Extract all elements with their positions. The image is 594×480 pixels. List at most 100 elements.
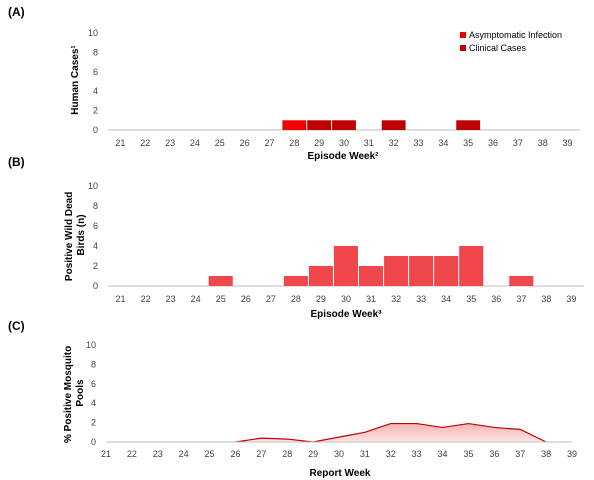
y-tick-label: 4 bbox=[93, 241, 98, 251]
x-tick-label: 28 bbox=[291, 294, 301, 304]
x-tick-label: 36 bbox=[489, 449, 499, 459]
y-tick-label: 8 bbox=[93, 47, 98, 57]
bar-clinical bbox=[381, 120, 406, 130]
panel-b-x-axis-title: Episode Week³ bbox=[311, 309, 383, 320]
panel-a-legend: Asymptomatic Infection Clinical Cases bbox=[460, 30, 562, 53]
bar-dead-birds bbox=[384, 256, 409, 286]
x-tick-label: 33 bbox=[412, 449, 422, 459]
x-tick-label: 24 bbox=[191, 294, 201, 304]
x-tick-label: 36 bbox=[491, 294, 501, 304]
x-tick-label: 33 bbox=[413, 138, 423, 148]
x-tick-label: 28 bbox=[289, 138, 299, 148]
legend-label-asymptomatic: Asymptomatic Infection bbox=[469, 30, 562, 40]
panel-b: (B) Positive Wild Dead Birds (n) 0246810… bbox=[8, 155, 584, 320]
x-tick-label: 23 bbox=[153, 449, 163, 459]
y-tick-label: 10 bbox=[88, 181, 98, 191]
bar-dead-birds bbox=[409, 256, 434, 286]
x-tick-label: 39 bbox=[567, 449, 577, 459]
x-tick-label: 32 bbox=[389, 138, 399, 148]
x-tick-label: 24 bbox=[179, 449, 189, 459]
x-tick-label: 31 bbox=[366, 294, 376, 304]
x-tick-label: 27 bbox=[256, 449, 266, 459]
y-tick-label: 2 bbox=[93, 106, 98, 116]
y-tick-label: 6 bbox=[91, 379, 96, 389]
x-tick-label: 37 bbox=[516, 294, 526, 304]
x-tick-label: 28 bbox=[282, 449, 292, 459]
x-tick-label: 29 bbox=[316, 294, 326, 304]
panel-a-bars bbox=[282, 120, 481, 130]
x-tick-label: 30 bbox=[334, 449, 344, 459]
x-tick-label: 34 bbox=[441, 294, 451, 304]
x-tick-label: 37 bbox=[515, 449, 525, 459]
legend-label-clinical: Clinical Cases bbox=[469, 43, 527, 53]
x-tick-label: 30 bbox=[341, 294, 351, 304]
x-tick-label: 31 bbox=[364, 138, 374, 148]
bar-dead-birds bbox=[308, 266, 333, 286]
bar-clinical bbox=[307, 120, 332, 130]
y-tick-label: 2 bbox=[91, 418, 96, 428]
y-tick-label: 0 bbox=[93, 125, 98, 135]
x-tick-label: 30 bbox=[339, 138, 349, 148]
legend-swatch-asymptomatic bbox=[460, 32, 466, 38]
x-tick-label: 25 bbox=[205, 449, 215, 459]
y-tick-label: 0 bbox=[93, 281, 98, 291]
y-tick-label: 2 bbox=[93, 261, 98, 271]
bar-dead-birds bbox=[459, 246, 484, 286]
x-tick-label: 32 bbox=[386, 449, 396, 459]
panel-b-bars bbox=[208, 246, 534, 286]
panel-b-x-ticks: 21 22 23 24 25 26 27 28 29 30 31 32 33 34 35 36 37 38 39 bbox=[116, 294, 577, 304]
x-tick-label: 35 bbox=[463, 449, 473, 459]
x-tick-label: 26 bbox=[240, 138, 250, 148]
x-tick-label: 21 bbox=[101, 449, 111, 459]
y-tick-label: 4 bbox=[93, 86, 98, 96]
x-tick-label: 39 bbox=[566, 294, 576, 304]
x-tick-label: 23 bbox=[166, 294, 176, 304]
y-tick-label: 6 bbox=[93, 221, 98, 231]
mosquito-area-fill bbox=[235, 423, 547, 442]
y-tick-label: 8 bbox=[91, 359, 96, 369]
mosquito-line bbox=[235, 422, 547, 443]
y-tick-label: 4 bbox=[91, 398, 96, 408]
panel-c-area bbox=[235, 422, 547, 443]
bar-dead-birds bbox=[509, 276, 534, 286]
x-tick-label: 23 bbox=[165, 138, 175, 148]
panel-c-x-axis-title: Report Week bbox=[310, 468, 371, 479]
panel-c-y-ticks: 0 2 4 6 8 10 bbox=[86, 340, 96, 447]
x-tick-label: 34 bbox=[438, 138, 448, 148]
x-tick-label: 38 bbox=[541, 449, 551, 459]
x-tick-label: 35 bbox=[463, 138, 473, 148]
bar-dead-birds bbox=[333, 246, 358, 286]
x-tick-label: 35 bbox=[466, 294, 476, 304]
x-tick-label: 27 bbox=[266, 294, 276, 304]
x-tick-label: 32 bbox=[391, 294, 401, 304]
bar-dead-birds bbox=[434, 256, 459, 286]
bar-clinical bbox=[332, 120, 356, 130]
x-tick-label: 39 bbox=[563, 138, 573, 148]
x-tick-label: 22 bbox=[140, 138, 150, 148]
y-tick-label: 8 bbox=[93, 201, 98, 211]
bar-asymptomatic bbox=[282, 120, 307, 130]
x-tick-label: 24 bbox=[190, 138, 200, 148]
x-tick-label: 38 bbox=[541, 294, 551, 304]
panel-c-label: (C) bbox=[8, 319, 25, 333]
panel-a-y-axis-title: Human Cases¹ bbox=[70, 45, 81, 115]
panel-c-y-axis-title: % Positive Mosquito Pools bbox=[63, 343, 86, 443]
panel-a-x-ticks: 21 22 23 24 25 26 27 28 29 30 31 32 33 34 35 36 37 38 39 bbox=[115, 138, 572, 148]
x-tick-label: 29 bbox=[308, 449, 318, 459]
legend-swatch-clinical bbox=[460, 45, 466, 51]
x-tick-label: 37 bbox=[513, 138, 523, 148]
x-tick-label: 31 bbox=[360, 449, 370, 459]
bar-dead-birds bbox=[283, 276, 308, 286]
bar-dead-birds bbox=[359, 266, 384, 286]
panel-b-y-axis-title: Positive Wild Dead Birds (n) bbox=[64, 189, 87, 281]
x-tick-label: 22 bbox=[127, 449, 137, 459]
bar-dead-birds bbox=[208, 276, 233, 286]
panel-a-x-axis-title: Episode Week² bbox=[308, 151, 380, 162]
panel-a-label: (A) bbox=[8, 5, 25, 19]
x-tick-label: 21 bbox=[116, 294, 126, 304]
panel-c-x-ticks: 21 22 23 24 25 26 27 28 29 30 31 32 33 34 35 36 37 38 39 bbox=[101, 449, 577, 459]
x-tick-label: 29 bbox=[314, 138, 324, 148]
panel-b-label: (B) bbox=[8, 155, 25, 169]
